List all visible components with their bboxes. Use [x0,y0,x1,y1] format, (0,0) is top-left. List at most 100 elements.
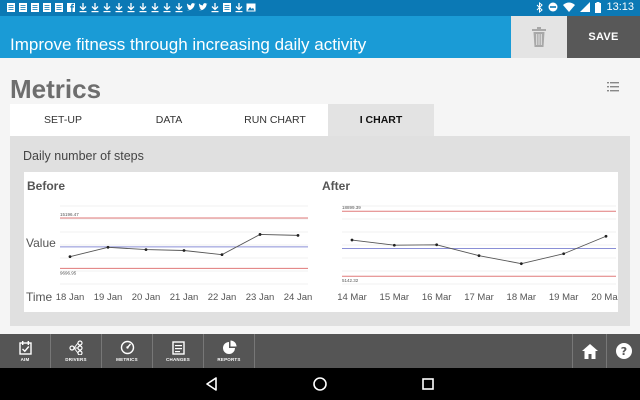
page-title: Metrics [10,74,102,104]
download-icon [175,3,183,13]
signal-icon [580,2,591,12]
nav-item-reports[interactable]: REPORTS [204,334,255,368]
nav-item-metrics[interactable]: METRICS [102,334,153,368]
download-icon [79,3,87,13]
aim-icon [18,341,32,355]
chart-after: After 18899.39 5142.32 14 Mar 15 Mar 16 Mar 17… [322,179,618,303]
home-icon [581,343,598,359]
data-point [519,262,523,266]
trash-icon [532,27,546,47]
save-button[interactable]: SAVE [567,16,640,58]
data-point [562,252,566,256]
chart-before: Before 15196.47 9696.95 18 Jan 19 Jan 20 Jan 2… [26,179,312,304]
document-icon [55,3,63,12]
x-tick-label: 18 Jan [56,292,85,303]
data-point [392,243,396,247]
nav-item-changes[interactable]: CHANGES [153,334,204,368]
tab-i-chart[interactable]: I CHART [328,104,434,136]
bluetooth-icon [537,1,544,13]
download-icon [211,3,219,13]
i-chart: Before 15196.47 9696.95 18 Jan 19 Jan 20 Jan 2… [26,179,618,304]
download-icon [91,3,99,13]
x-tick-label: 23 Jan [246,292,275,303]
dnd-icon [548,2,558,12]
download-icon [115,3,123,13]
x-tick-label: 20 Jan [132,292,161,303]
nav-item-drivers[interactable]: DRIVERS [51,334,102,368]
document-icon [43,3,51,12]
chart-title: After [322,179,350,193]
data-point [296,233,300,237]
data-point [182,249,186,252]
download-icon [163,3,171,13]
data-point [435,243,439,247]
data-point [220,253,224,257]
project-title: Improve fitness through increasing daily… [10,35,367,54]
x-tick-label: 19 Jan [94,292,123,303]
facebook-icon [67,3,75,12]
download-icon [139,3,147,13]
nav-label: REPORTS [217,357,241,362]
upper-limit-label: 18899.39 [342,205,361,210]
series-line [351,235,607,265]
twitter-icon [198,3,208,11]
x-tick-label: 19 Mar [549,292,579,303]
metric-name: Daily number of steps [23,149,144,163]
nav-label: AIM [20,357,30,362]
home-button[interactable] [572,334,606,368]
x-tick-label: 20 Mar [591,292,618,303]
status-bar: 13:13 [0,0,640,16]
x-tick-label: 14 Mar [337,292,367,303]
download-icon [127,3,135,13]
download-icon [235,3,243,13]
svg-text:?: ? [620,345,626,358]
nav-label: METRICS [116,357,138,362]
recents-icon[interactable] [420,376,436,392]
drivers-icon [68,340,83,355]
nav-label: DRIVERS [65,357,87,362]
bottom-nav: AIM DRIVERS METRICS CHANGES REPORTS ? [0,334,640,368]
tab-run-chart[interactable]: RUN CHART [222,104,328,136]
list-icon[interactable] [607,82,619,92]
twitter-icon [186,3,196,11]
metrics-icon [120,340,134,355]
wifi-icon [563,2,576,12]
main-content: Metrics SET-UP DATA RUN CHART I CHART Daily… [0,58,640,334]
home-circle-icon[interactable] [312,376,328,392]
photo-icon [246,3,256,12]
tab-set-up[interactable]: SET-UP [10,104,116,136]
document-icon [31,3,39,12]
upper-limit-label: 15196.47 [60,212,79,217]
app-header: Improve fitness through increasing daily… [0,16,640,58]
nav-label: CHANGES [166,357,190,362]
download-icon [151,3,159,13]
data-point [350,238,354,242]
data-point [258,233,262,236]
reports-icon [222,340,236,354]
lower-limit-label: 9696.95 [60,270,77,275]
x-tick-label: 17 Mar [464,292,494,303]
help-icon: ? [615,343,632,359]
delete-button[interactable] [511,16,567,58]
metric-tabs: SET-UP DATA RUN CHART I CHART [10,104,434,136]
chart-panel: Daily number of steps Before 15196.47 9696… [10,136,630,326]
document-icon [7,3,15,12]
x-tick-label: 24 Jan [284,292,313,303]
battery-icon [595,1,602,13]
data-point [106,245,110,249]
changes-icon [171,341,185,355]
status-time: 13:13 [606,1,634,13]
tab-data[interactable]: DATA [116,104,222,136]
series-line [69,233,299,258]
data-point [604,234,608,238]
data-point [144,248,148,251]
help-button[interactable]: ? [606,334,640,368]
document-icon [19,3,27,12]
x-tick-label: 18 Mar [507,292,537,303]
status-indicators: 13:13 [536,1,634,13]
y-axis-label: Value [26,236,56,250]
document-icon [223,3,231,12]
back-icon[interactable] [204,376,220,392]
x-tick-label: 22 Jan [208,292,237,303]
nav-item-aim[interactable]: AIM [0,334,51,368]
